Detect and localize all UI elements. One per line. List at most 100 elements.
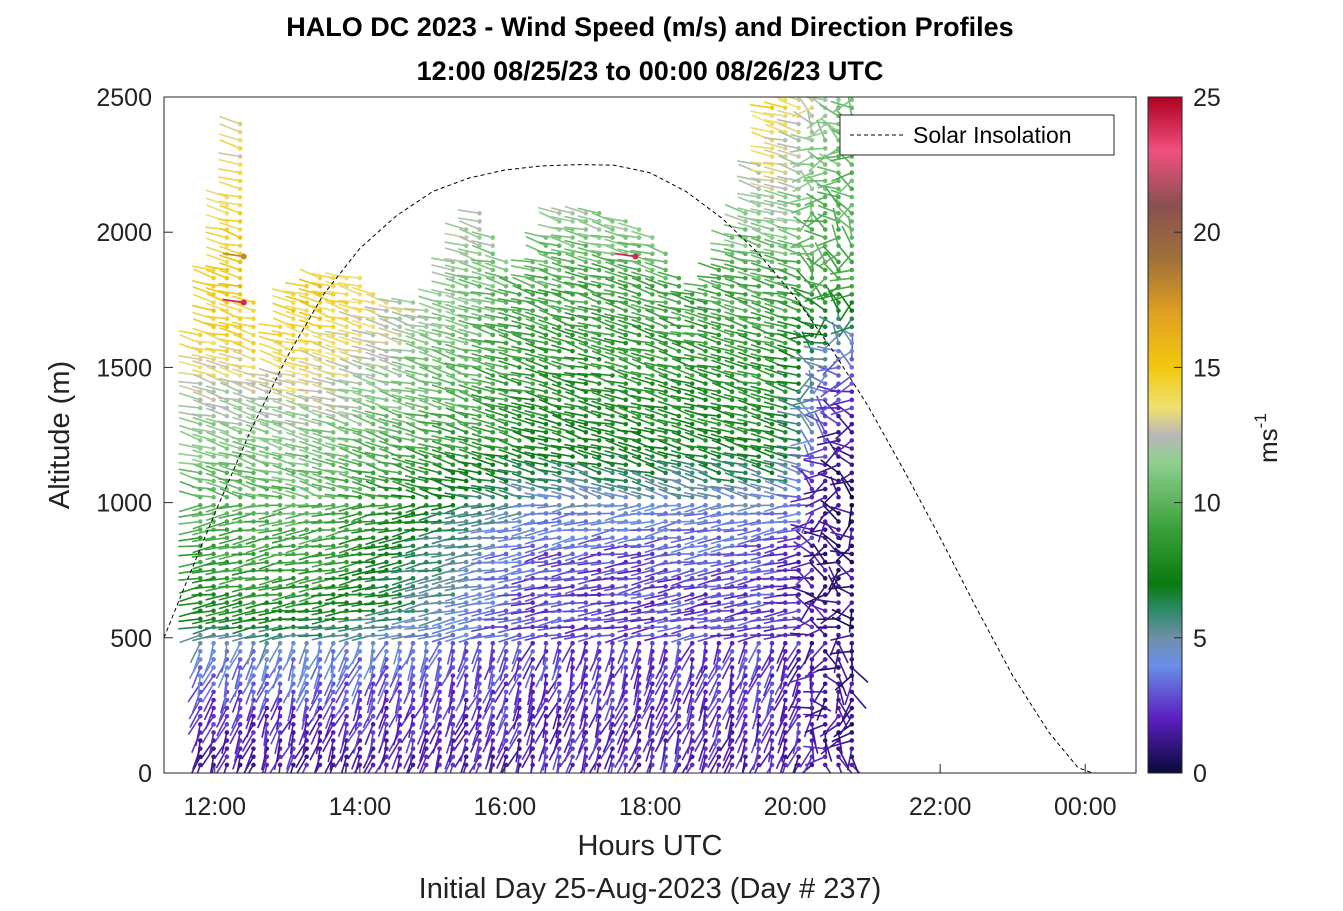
wind-barb-dot <box>583 413 589 419</box>
wind-barb-dot <box>370 365 376 370</box>
wind-barb-dot <box>344 722 349 727</box>
wind-barb <box>232 399 254 409</box>
wind-barb-dot <box>224 389 230 395</box>
wind-barb-dot <box>237 535 243 541</box>
wind-barb-dot <box>463 592 469 597</box>
wind-barb-dot <box>197 348 203 354</box>
wind-barb <box>218 561 241 566</box>
wind-barb-dot <box>623 227 629 232</box>
wind-barb-dot <box>397 559 403 565</box>
wind-barb-dot <box>317 478 323 484</box>
wind-barb <box>351 748 361 770</box>
wind-barb-dot <box>703 478 708 484</box>
wind-barb <box>351 427 374 434</box>
wind-barb <box>338 504 361 512</box>
wind-barb-dot <box>304 332 309 338</box>
wind-barb <box>178 528 201 536</box>
wind-barb-dot <box>357 722 363 727</box>
wind-barb-dot <box>397 730 403 735</box>
wind-barb-dot <box>397 535 403 541</box>
wind-barb-dot <box>291 592 296 597</box>
wind-barb <box>259 349 281 361</box>
wind-barb <box>617 441 640 450</box>
wind-barb <box>369 732 374 755</box>
wind-barb-dot <box>716 397 722 403</box>
wind-barb <box>244 372 267 377</box>
wind-barb <box>258 404 281 409</box>
wind-barb <box>364 593 387 598</box>
wind-barb-dot <box>596 267 602 273</box>
wind-barb-dot <box>397 332 403 338</box>
wind-barb-dot <box>650 235 655 240</box>
wind-barb-dot <box>370 722 376 727</box>
wind-barb <box>377 634 400 641</box>
wind-barb <box>205 417 228 425</box>
wind-barb-dot <box>397 754 403 760</box>
wind-barb-dot <box>224 705 230 711</box>
wind-barb <box>391 593 414 600</box>
wind-barb <box>298 417 321 425</box>
wind-barb <box>409 691 414 714</box>
wind-barb <box>378 327 400 336</box>
wind-barb-dot <box>237 754 243 760</box>
wind-barb <box>259 691 268 714</box>
wind-barb-dot <box>211 681 216 687</box>
wind-barb <box>297 561 320 565</box>
wind-barb <box>472 366 494 377</box>
wind-barb-dot <box>410 640 416 646</box>
wind-barb-dot <box>304 413 309 419</box>
wind-barb <box>377 715 388 738</box>
wind-barb <box>312 432 334 442</box>
wind-barb-dot <box>689 649 695 654</box>
wind-barb <box>351 345 374 352</box>
wind-barb-dot <box>543 429 549 435</box>
wind-barb-dot <box>344 624 349 630</box>
wind-barb <box>537 577 560 580</box>
wind-barb-dot <box>450 381 456 386</box>
wind-barb-dot <box>211 697 216 703</box>
wind-barb-dot <box>503 689 509 695</box>
wind-barb <box>590 601 613 605</box>
wind-barb <box>192 311 214 320</box>
wind-barb-dot <box>197 649 203 654</box>
wind-barb <box>232 295 254 304</box>
wind-barb-dot <box>304 746 309 751</box>
wind-barb-dot <box>450 292 456 297</box>
wind-barb-dot <box>610 227 615 232</box>
wind-barb-dot <box>623 365 629 370</box>
wind-barb-dot <box>636 559 642 565</box>
wind-barb <box>258 642 268 665</box>
wind-barb-dot <box>530 527 535 532</box>
wind-barb-dot <box>650 543 655 549</box>
wind-barb <box>258 634 281 643</box>
wind-barb-dot <box>477 413 482 419</box>
wind-barb <box>347 740 361 760</box>
wind-barb-dot <box>676 673 682 678</box>
wind-barb <box>311 272 334 279</box>
wind-barb-dot <box>703 673 708 678</box>
wind-barb-dot <box>370 405 376 411</box>
wind-barb <box>254 683 268 704</box>
wind-barb-dot <box>197 389 203 395</box>
wind-barb <box>360 715 374 736</box>
wind-barb <box>244 378 267 385</box>
wind-barb-dot <box>477 438 482 443</box>
wind-barb <box>366 691 374 714</box>
wind-barb-dot <box>357 543 363 549</box>
wind-barb <box>470 478 493 482</box>
wind-barb <box>298 432 321 442</box>
wind-barb-dot <box>424 616 429 622</box>
wind-barb <box>311 324 334 328</box>
wind-barb-dot <box>490 421 496 427</box>
wind-barb-dot <box>530 551 535 557</box>
wind-barb <box>470 259 493 263</box>
wind-barb-dot <box>304 308 309 313</box>
wind-barb-dot <box>570 584 575 589</box>
wind-barb-dot <box>370 446 376 451</box>
wind-barb <box>323 642 334 664</box>
wind-barb <box>643 626 666 629</box>
wind-barb <box>295 683 308 704</box>
wind-barb-dot <box>610 397 615 403</box>
wind-barb-dot <box>583 365 589 370</box>
wind-barb <box>322 732 334 753</box>
